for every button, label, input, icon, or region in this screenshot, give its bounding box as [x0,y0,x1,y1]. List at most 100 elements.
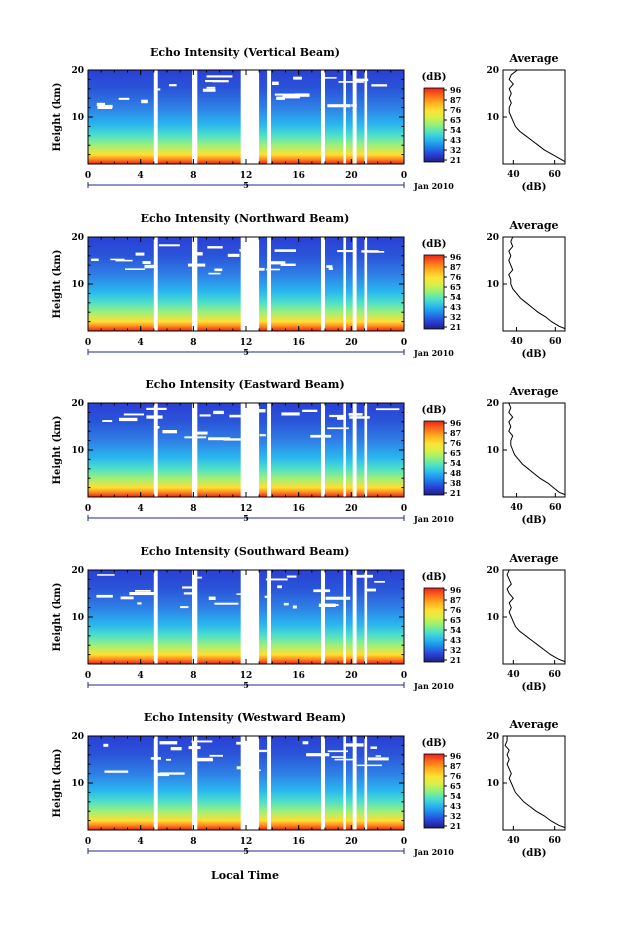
data-gap [352,70,357,164]
y-tick-label: 20 [71,399,84,409]
missing-data-patch [123,413,144,416]
x-tick-label: 16 [292,504,305,514]
avg-x-tick-label: 60 [549,337,562,347]
avg-x-tick-label: 60 [548,670,561,680]
missing-data-patch [197,576,202,579]
colorbar-unit: (dB) [422,72,447,83]
data-gap [343,237,346,331]
data-gap [321,237,325,331]
colorbar-tick-label: 65 [450,282,461,292]
y-axis-label: Height (km) [52,749,63,818]
data-gap [321,570,325,664]
avg-x-tick-label: 60 [548,836,561,846]
x-tick-label: 16 [292,338,305,348]
colorbar-tick-label: 54 [450,125,462,135]
missing-data-patch [169,84,177,87]
y-tick-label: 10 [71,779,84,789]
colorbar-unit: (dB) [422,239,447,250]
data-gap [240,570,260,664]
colorbar-tick-label: 21 [450,155,461,165]
date-marker: 5 [243,680,249,690]
data-gap [352,237,357,331]
colorbar-tick-label: 76 [450,272,462,282]
x-tick-label: 0 [401,671,407,681]
colorbar-tick-label: 87 [450,262,461,272]
data-gap [153,237,158,331]
missing-data-patch [276,96,285,100]
missing-data-patch [120,596,134,600]
y-tick-label: 20 [71,566,84,576]
date-marker: 5 [243,846,249,856]
y-tick-label: 20 [71,732,84,742]
x-tick-label: 20 [345,837,358,847]
missing-data-patch [207,246,223,249]
x-tick-label: 8 [190,171,196,181]
missing-data-patch [97,105,113,109]
x-tick-label: 0 [85,837,91,847]
date-label: Jan 2010 [413,348,454,358]
missing-data-patch [212,80,229,83]
missing-data-patch [110,258,125,261]
colorbar-tick-label: 65 [450,615,461,625]
y-tick-label: 20 [71,66,84,76]
missing-data-patch [364,588,376,592]
missing-data-patch [281,412,300,416]
panel-southward-beam: Echo Intensity (Southward Beam) 20 10 Heig… [52,545,566,693]
average-profile-line [504,736,566,829]
date-label: Jan 2010 [413,514,454,524]
missing-data-patch [195,757,213,762]
missing-data-patch [208,596,216,600]
missing-data-patch [259,434,266,437]
colorbar-tick-label: 43 [450,135,462,145]
missing-data-patch [327,104,351,108]
missing-data-patch [214,268,223,272]
date-label: Jan 2010 [413,847,454,857]
missing-data-patch [356,78,369,82]
missing-data-patch [375,408,400,411]
avg-x-label: (dB) [522,682,547,693]
x-tick-label: 8 [190,837,196,847]
panel-title: Echo Intensity (Vertical Beam) [150,46,340,59]
colorbar-tick-label: 21 [450,655,461,665]
data-gap [364,237,368,331]
colorbar-tick-label: 43 [450,801,462,811]
data-gap [364,70,368,164]
missing-data-patch [272,81,279,85]
data-gap [240,736,260,830]
missing-data-patch [158,244,180,247]
missing-data-patch [213,410,224,415]
colorbar [423,420,445,496]
data-gap [153,570,158,664]
data-gap [364,736,368,830]
data-gap [267,736,271,830]
y-tick-label: 10 [71,613,84,623]
colorbar-tick-label: 65 [450,115,461,125]
avg-x-tick-label: 40 [510,503,523,513]
missing-data-patch [310,434,332,438]
x-tick-label: 12 [240,671,253,681]
missing-data-patch [199,414,211,417]
missing-data-patch [104,770,129,773]
data-gap [240,237,260,331]
missing-data-patch [328,267,333,270]
missing-data-patch [192,252,203,256]
colorbar-tick-label: 54 [450,458,462,468]
colorbar-unit: (dB) [422,738,447,749]
colorbar [423,587,445,663]
average-profile-line [508,402,566,496]
colorbar-tick-label: 87 [450,761,461,771]
panel-vertical-beam: Echo Intensity (Vertical Beam) 20 10 Heigh… [52,46,566,193]
data-gap [267,570,271,664]
colorbar-tick-label: 32 [450,312,461,322]
missing-data-patch [369,251,385,253]
x-tick-label: 0 [401,837,407,847]
colorbar-tick-label: 87 [450,595,461,605]
missing-data-patch [96,594,113,598]
missing-data-patch [183,592,197,595]
x-tick-label: 20 [345,171,358,181]
data-gap [192,570,198,664]
colorbar-unit: (dB) [422,572,447,583]
avg-x-tick-label: 40 [507,670,520,680]
avg-x-tick-label: 40 [507,170,520,180]
missing-data-patch [327,750,348,753]
